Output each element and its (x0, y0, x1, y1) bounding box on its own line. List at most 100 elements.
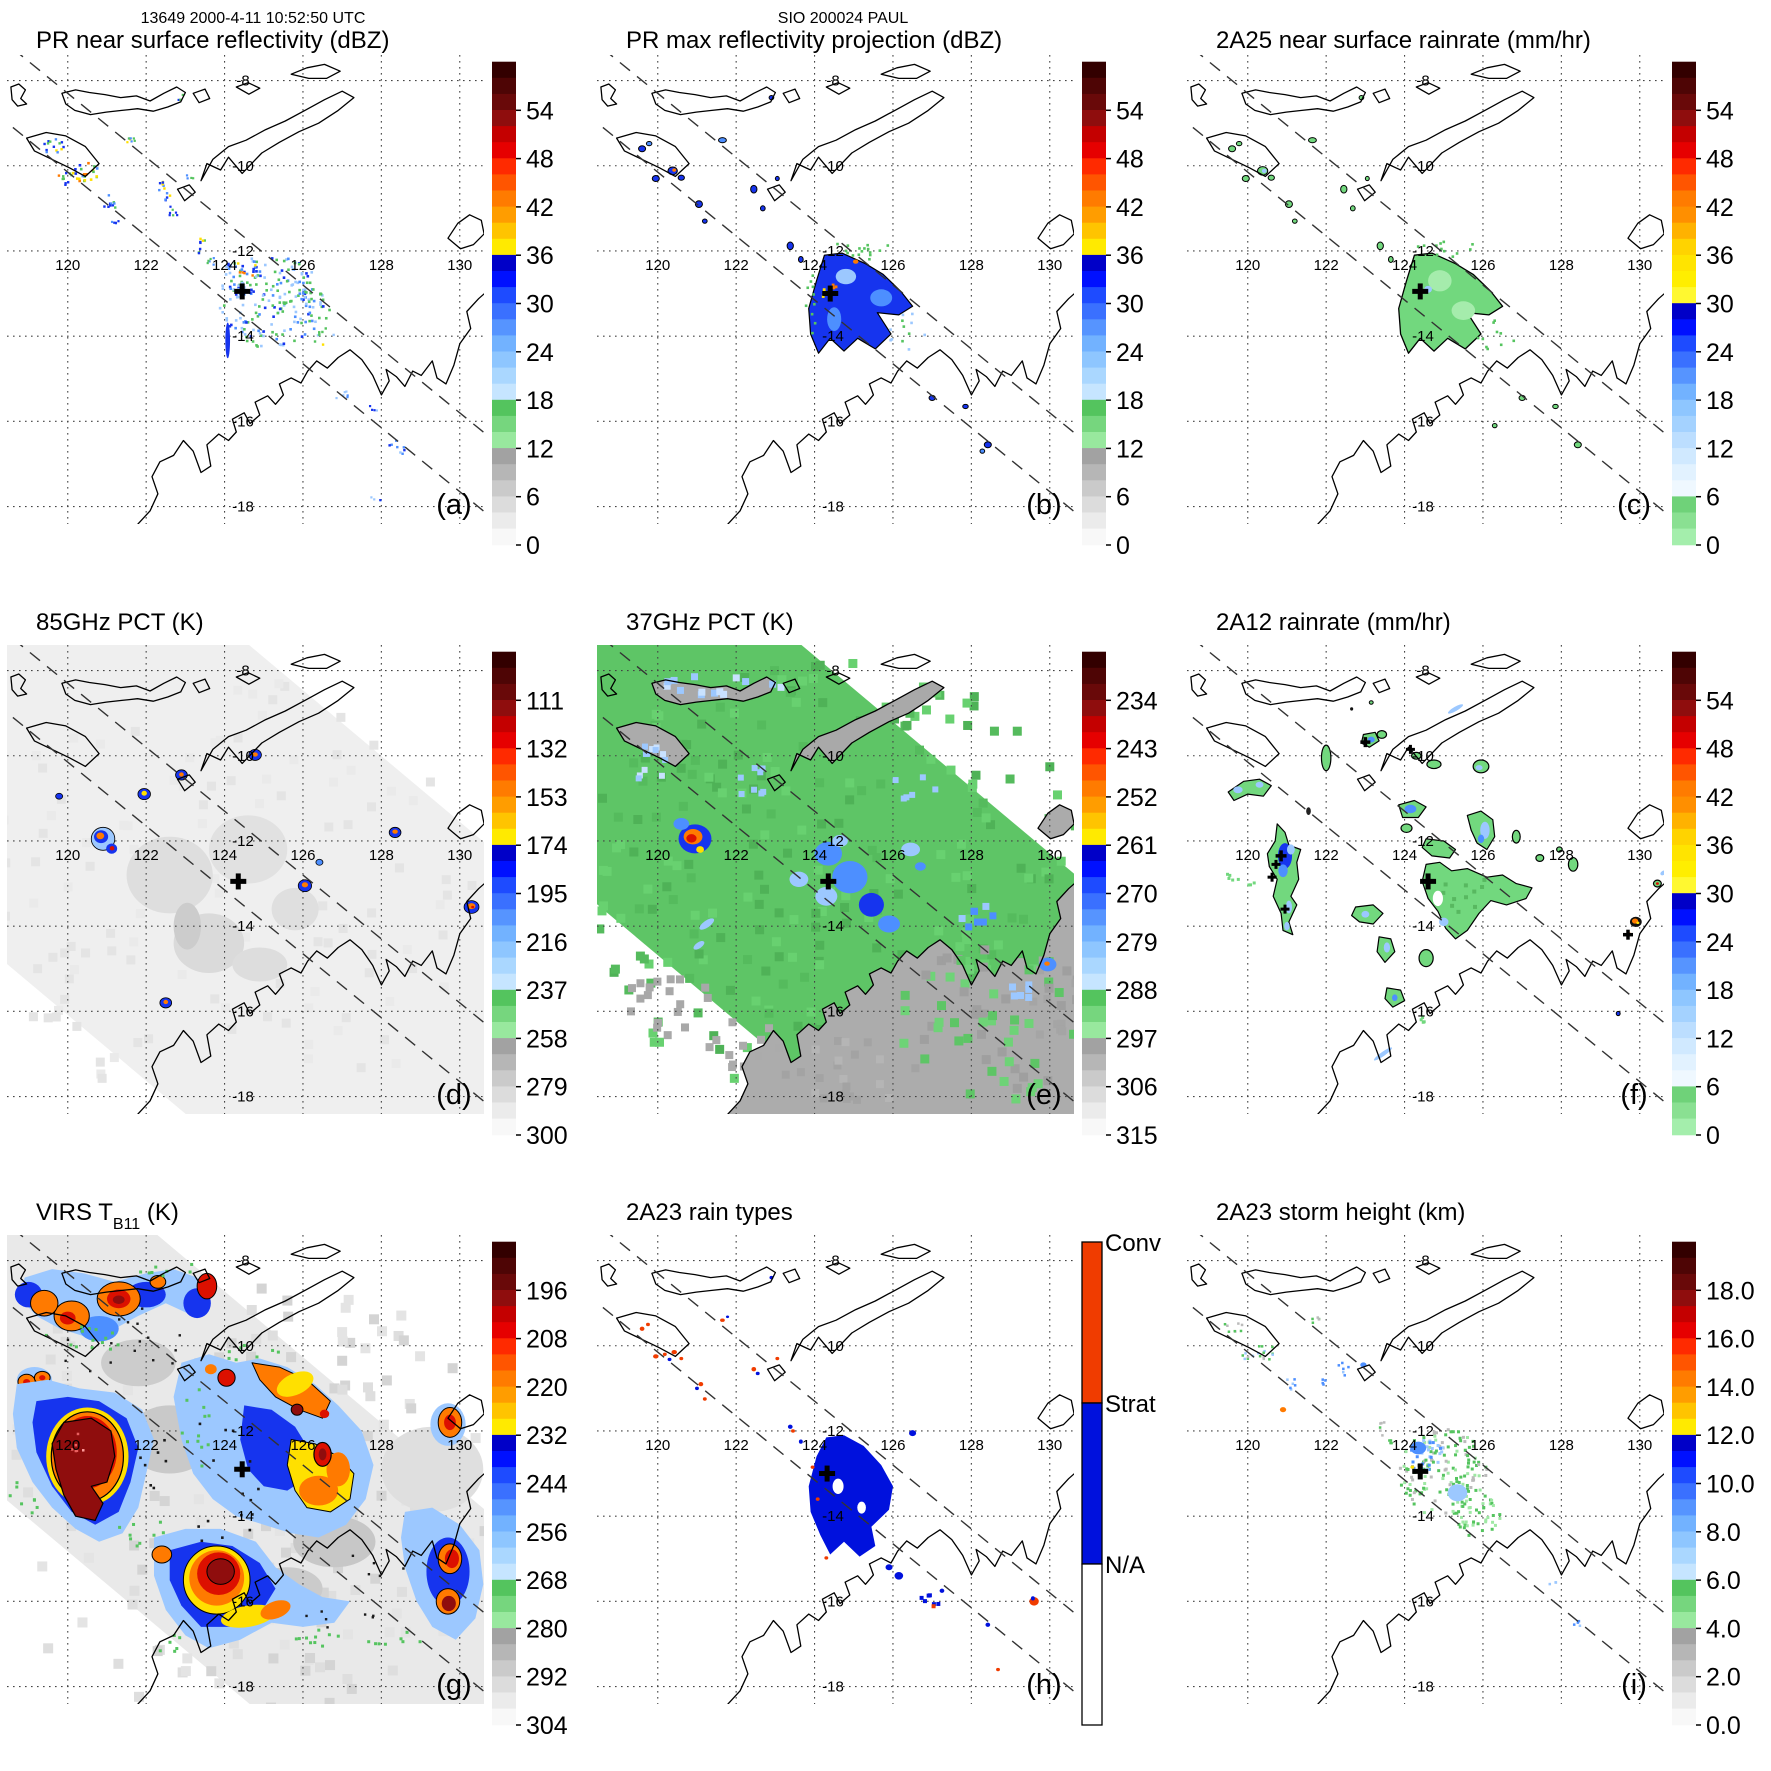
panel-i: -8 -10 -12 -14 -16 -18 120 122 124 126 128 130 2A23 … (1180, 1180, 1770, 1770)
lon-label: 122 (1314, 1437, 1339, 1454)
panel-h: -8 -10 -12 -14 -16 -18 120 122 124 126 128 130 2A23 … (590, 1180, 1180, 1770)
panel-i-map: -8 -10 -12 -14 -16 -18 120 122 124 126 128 130 2A23 … (1187, 1199, 1755, 1740)
lon-label: 124 (212, 847, 237, 864)
colorbar-tick-label: 256 (526, 1519, 568, 1547)
lon-label: 128 (369, 1437, 394, 1454)
lat-label: -10 (1412, 1338, 1434, 1355)
panel-letter-c: (c) (1617, 489, 1651, 521)
colorbar-tick-label: 24 (1706, 339, 1734, 367)
lat-label: -10 (822, 1338, 844, 1355)
colorbar-tick-label: 42 (1706, 194, 1734, 222)
colorbar-tick-label: 174 (526, 832, 568, 860)
lon-label: 122 (134, 847, 159, 864)
lat-label: -16 (822, 413, 844, 430)
colorbar-a: 54 48 42 36 30 24 18 12 6 0 (492, 61, 554, 560)
lon-label: 126 (1470, 1437, 1495, 1454)
lon-label: 122 (724, 847, 749, 864)
colorbar-tick-label: 237 (526, 977, 568, 1005)
colorbar-cat-label: N/A (1105, 1552, 1145, 1579)
panel-d-map: -8 -10 -12 -14 -16 -18 120 122 124 126 128 130 85GHz… (7, 609, 568, 1150)
panel-letter-d: (d) (436, 1079, 471, 1111)
colorbar-tick-label: 54 (1706, 687, 1734, 715)
colorbar-tick-label: 16.0 (1706, 1326, 1755, 1354)
lon-label: 122 (134, 257, 159, 274)
lon-label: 128 (959, 257, 984, 274)
lat-label: -8 (236, 663, 249, 680)
lon-label: 124 (1392, 1437, 1417, 1454)
panel-h-title: 2A23 rain types (626, 1199, 793, 1226)
colorbar-tick-label: 12.0 (1706, 1422, 1755, 1450)
lat-label: -14 (1412, 328, 1434, 345)
colorbar-tick-label: 288 (1116, 977, 1158, 1005)
colorbar-tick-label: 12 (1706, 435, 1734, 463)
panel-f-title: 2A12 rainrate (mm/hr) (1216, 609, 1451, 636)
lon-label: 128 (1549, 1437, 1574, 1454)
colorbar-tick-label: 30 (1706, 291, 1734, 319)
lon-label: 120 (1235, 847, 1260, 864)
colorbar-h: Conv Strat N/A (1081, 1230, 1161, 1726)
colorbar-tick-label: 153 (526, 784, 568, 812)
lon-label: 128 (959, 1437, 984, 1454)
colorbar-tick-label: 195 (526, 881, 568, 909)
lon-label: 126 (1470, 847, 1495, 864)
colorbar-tick-label: 42 (1706, 784, 1734, 812)
colorbar-tick-label: 24 (1706, 929, 1734, 957)
panel-e-map: -8 -10 -12 -14 -16 -18 120 122 124 126 128 130 37GHz… (597, 609, 1158, 1150)
lat-label: -14 (822, 918, 844, 935)
lat-label: -8 (236, 73, 249, 90)
lon-label: 120 (645, 1437, 670, 1454)
colorbar-tick-label: 0.0 (1706, 1712, 1741, 1740)
lat-label: -8 (826, 1253, 839, 1270)
colorbar-tick-label: 244 (526, 1471, 568, 1499)
panel-h-map: -8 -10 -12 -14 -16 -18 120 122 124 126 128 130 2A23 … (597, 1199, 1161, 1726)
lat-label: -10 (1412, 748, 1434, 765)
lat-label: -14 (1412, 918, 1434, 935)
lat-label: -10 (232, 158, 254, 175)
colorbar-tick-label: 6 (1706, 484, 1720, 512)
lat-label: -18 (822, 1679, 844, 1696)
lat-label: -16 (232, 1593, 254, 1610)
colorbar-tick-label: 234 (1116, 687, 1158, 715)
panel-letter-g: (g) (436, 1669, 471, 1701)
lon-label: 128 (369, 847, 394, 864)
lat-label: -14 (1412, 1508, 1434, 1525)
lon-label: 128 (1549, 847, 1574, 864)
panel-e: -8 -10 -12 -14 -16 -18 120 122 124 126 128 130 37GHz… (590, 590, 1180, 1180)
lat-label: -10 (1412, 158, 1434, 175)
lon-label: 128 (1549, 257, 1574, 274)
lat-label: -18 (1412, 499, 1434, 516)
lon-label: 120 (55, 257, 80, 274)
lat-label: -16 (822, 1593, 844, 1610)
colorbar-tick-label: 36 (1116, 242, 1144, 270)
colorbar-tick-label: 54 (526, 97, 554, 125)
colorbar-tick-label: 208 (526, 1326, 568, 1354)
colorbar-tick-label: 6 (1116, 484, 1130, 512)
colorbar-tick-label: 261 (1116, 832, 1158, 860)
colorbar-tick-label: 14.0 (1706, 1374, 1755, 1402)
panel-a-title: PR near surface reflectivity (dBZ) (36, 27, 389, 54)
colorbar-tick-label: 24 (526, 339, 554, 367)
colorbar-tick-label: 30 (1116, 291, 1144, 319)
panel-g-map: -8 -10 -12 -14 -16 -18 120 122 124 126 128 130 VIRS … (7, 1199, 568, 1740)
panel-letter-e: (e) (1026, 1079, 1061, 1111)
lat-label: -16 (232, 413, 254, 430)
lat-label: -8 (826, 663, 839, 680)
lat-label: -12 (232, 243, 254, 260)
colorbar-e: 234 243 252 261 270 279 288 297 306 315 (1082, 651, 1158, 1150)
colorbar-tick-label: 315 (1116, 1122, 1158, 1150)
colorbar-tick-label: 292 (526, 1664, 568, 1692)
colorbar-tick-label: 6.0 (1706, 1567, 1741, 1595)
lat-label: -14 (232, 1508, 254, 1525)
colorbar-tick-label: 18 (1706, 977, 1734, 1005)
panel-g-title: VIRS TB11 (K) (36, 1199, 179, 1233)
lat-label: -14 (232, 918, 254, 935)
colorbar-tick-label: 30 (526, 291, 554, 319)
lon-label: 124 (212, 257, 237, 274)
colorbar-tick-label: 42 (1116, 194, 1144, 222)
lat-label: -10 (232, 1338, 254, 1355)
panel-d-title: 85GHz PCT (K) (36, 609, 204, 636)
lon-label: 126 (880, 257, 905, 274)
colorbar-d: 111 132 153 174 195 216 237 258 279 300 (492, 651, 568, 1150)
lon-label: 126 (880, 847, 905, 864)
